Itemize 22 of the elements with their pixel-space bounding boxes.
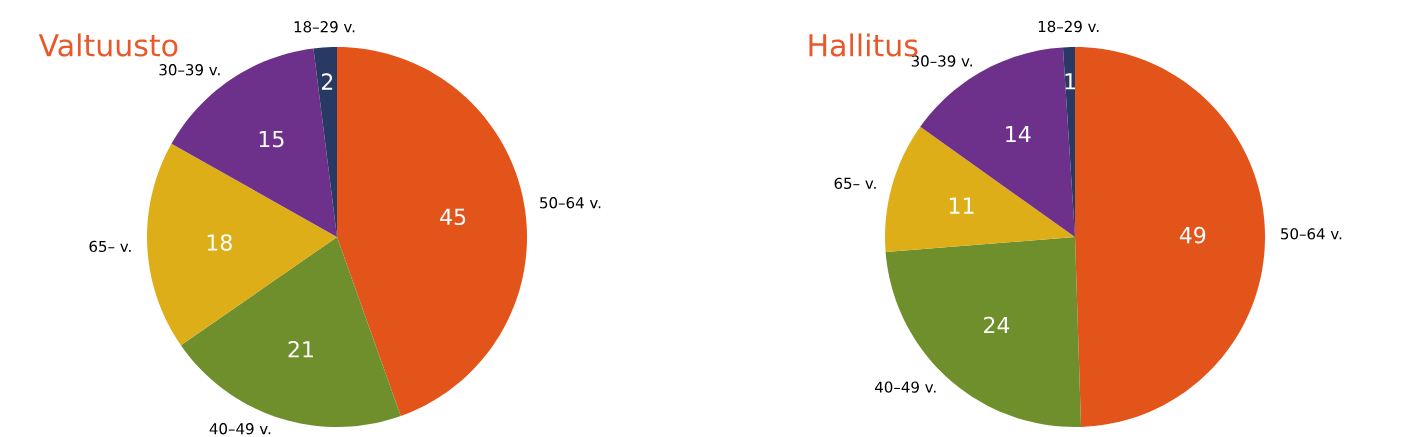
data-label: 21 [288, 340, 313, 358]
slice-label: 40–49 v. [875, 381, 936, 393]
slice-label: 50–64 v. [540, 197, 601, 209]
data-label: 1 [1065, 73, 1076, 90]
data-label: 14 [1006, 126, 1031, 143]
chart-title: Valtuusto [38, 33, 178, 57]
data-label: 2 [321, 73, 333, 90]
data-label: 45 [440, 208, 466, 226]
data-label: 49 [1179, 226, 1206, 244]
data-label: 24 [984, 316, 1010, 333]
data-label: 15 [259, 131, 284, 148]
slice-label: 40–49 v. [209, 423, 271, 435]
data-label: 11 [949, 197, 974, 214]
chart-title: Hallitus [809, 33, 918, 57]
slice-label: 50–64 v. [1281, 228, 1342, 240]
slice-label: 18–29 v. [1038, 20, 1099, 33]
slice-label: 65– v. [89, 240, 131, 253]
data-label: 18 [207, 234, 232, 251]
slice-label: 30–39 v. [159, 64, 220, 76]
slice-label: 65– v. [834, 177, 876, 189]
slice-label: 18–29 v. [294, 21, 355, 33]
slice-label: 30–39 v. [911, 55, 972, 67]
